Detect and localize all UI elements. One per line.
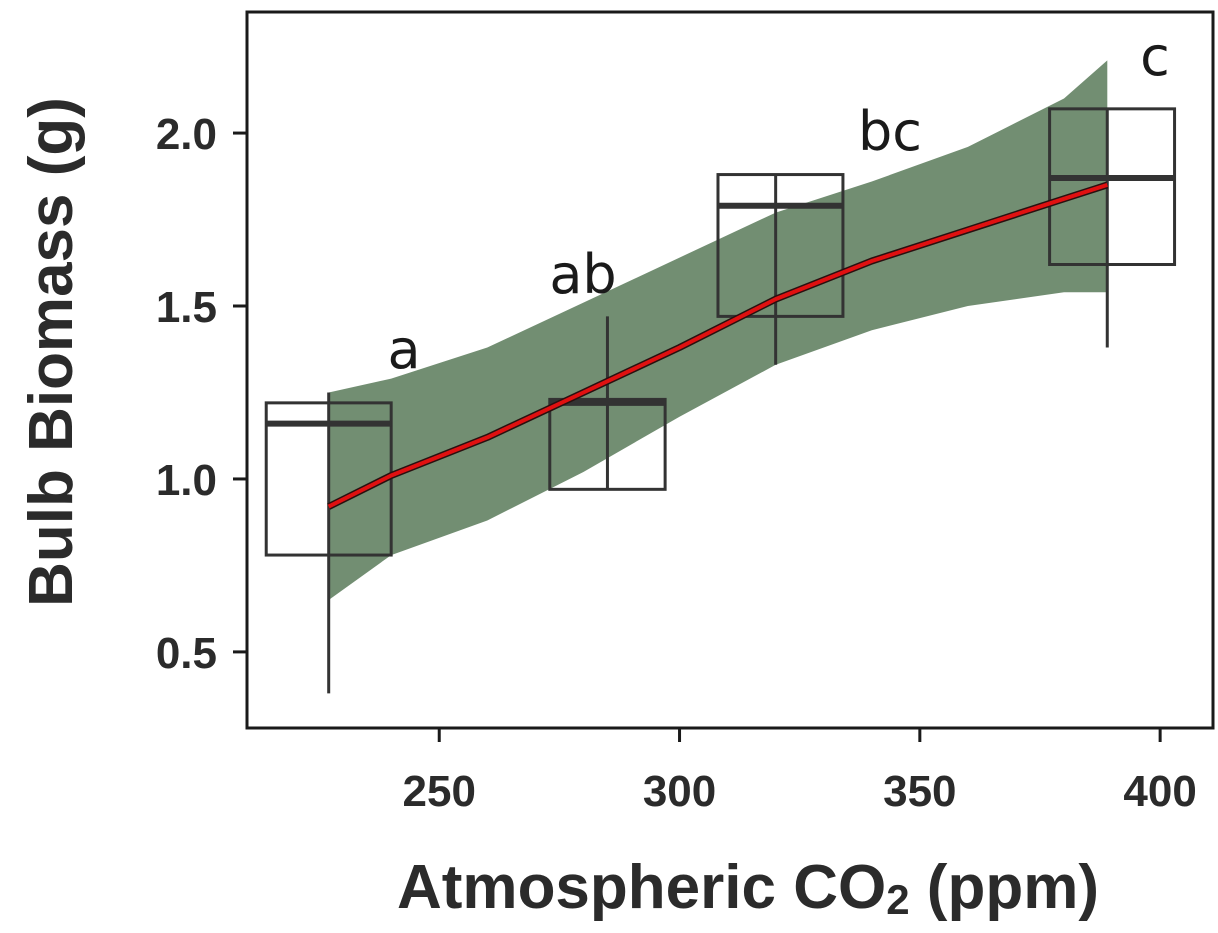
y-tick-label: 1.5 bbox=[156, 283, 217, 332]
y-tick-label: 1.0 bbox=[156, 456, 217, 505]
x-axis-title-subscript: 2 bbox=[886, 876, 909, 923]
group-label-bc: bc bbox=[858, 100, 922, 163]
x-tick-label: 400 bbox=[1123, 767, 1196, 816]
y-tick-label: 0.5 bbox=[156, 629, 217, 678]
y-axis-title: Bulb Biomass (g) bbox=[17, 97, 86, 607]
x-axis-title-main: Atmospheric CO bbox=[397, 853, 886, 922]
plot-area: a ab bc c 0.5 1.0 1.5 2.0 250 300 350 400 bbox=[156, 10, 1215, 816]
box-rect bbox=[548, 397, 667, 491]
group-label-a: a bbox=[387, 318, 420, 381]
group-label-ab: ab bbox=[549, 243, 616, 306]
x-axis-title: Atmospheric CO2 (ppm) bbox=[397, 853, 1099, 923]
x-tick-label: 350 bbox=[883, 767, 956, 816]
x-axis-title-unit: (ppm) bbox=[910, 853, 1099, 922]
x-tick-label: 300 bbox=[643, 767, 716, 816]
group-label-c: c bbox=[1140, 25, 1170, 88]
plot-frame bbox=[245, 10, 1215, 730]
x-tick-label: 250 bbox=[403, 767, 476, 816]
y-tick-label: 2.0 bbox=[156, 110, 217, 159]
trend-line bbox=[327, 182, 1108, 509]
box-rect bbox=[1048, 107, 1177, 267]
box-rect bbox=[716, 173, 845, 318]
